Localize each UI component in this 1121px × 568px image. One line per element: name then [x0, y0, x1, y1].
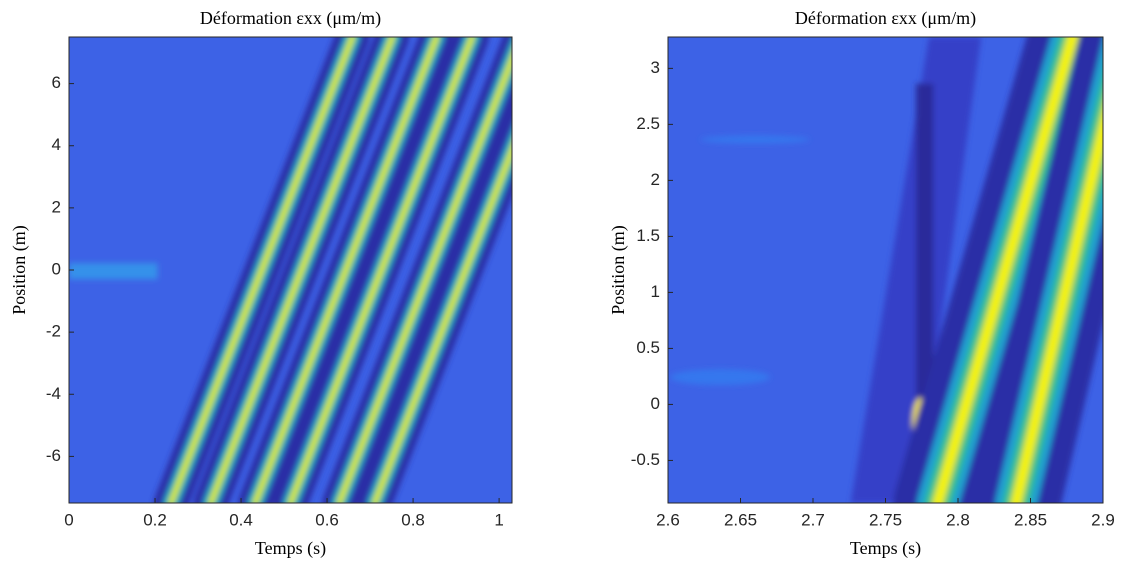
x-tick-label: 0.4: [229, 510, 253, 529]
y-axis-label: Position (m): [608, 225, 629, 315]
x-tick-label: 2.75: [869, 510, 902, 529]
chart-title: Déformation εxx (μm/m): [795, 8, 976, 29]
field-band: [69, 263, 158, 280]
field-stripe: [169, 37, 354, 503]
field-stripe: [289, 37, 474, 503]
plot-area: [69, 37, 512, 503]
x-tick-label: 2.8: [946, 510, 970, 529]
field-stripe: [337, 56, 512, 503]
y-tick-label: 2.5: [636, 114, 660, 133]
field-stripe: [253, 37, 438, 503]
y-tick-label: -0.5: [631, 450, 660, 469]
chart-title: Déformation εxx (μm/m): [200, 8, 381, 29]
x-tick-label: 0: [64, 510, 73, 529]
plot-area: [668, 37, 1103, 503]
field-blob: [670, 369, 771, 386]
field-stripe: [373, 147, 512, 503]
y-tick-label: -4: [46, 384, 61, 403]
x-tick-label: 0.2: [143, 510, 167, 529]
y-tick-label: 2: [52, 197, 61, 216]
y-tick-label: 2: [651, 170, 660, 189]
x-tick-label: 0.6: [315, 510, 339, 529]
y-tick-label: 4: [52, 135, 61, 154]
y-axis-label: Position (m): [9, 225, 30, 315]
x-axis-label: Temps (s): [850, 538, 921, 559]
y-tick-label: -6: [46, 446, 61, 465]
y-tick-label: 0.5: [636, 338, 660, 357]
x-tick-label: 1: [494, 510, 503, 529]
x-tick-label: 2.9: [1091, 510, 1115, 529]
field-stripe: [934, 37, 1076, 503]
x-tick-label: 2.65: [724, 510, 757, 529]
y-tick-label: 6: [52, 73, 61, 92]
field-blob: [700, 135, 810, 144]
x-tick-label: 2.7: [801, 510, 825, 529]
field: [69, 37, 512, 503]
y-tick-label: 1.5: [636, 226, 660, 245]
x-tick-label: 2.6: [656, 510, 680, 529]
y-tick-label: 0: [52, 259, 61, 278]
field-stripe: [1012, 115, 1103, 503]
x-axis-label: Temps (s): [255, 538, 326, 559]
x-tick-label: 2.85: [1014, 510, 1047, 529]
x-tick-label: 0.8: [401, 510, 425, 529]
y-tick-label: 1: [651, 282, 660, 301]
y-tick-label: 0: [651, 394, 660, 413]
y-tick-label: 3: [651, 58, 660, 77]
y-tick-label: -2: [46, 322, 61, 341]
field: [670, 37, 1103, 503]
field-stripe: [209, 37, 394, 503]
